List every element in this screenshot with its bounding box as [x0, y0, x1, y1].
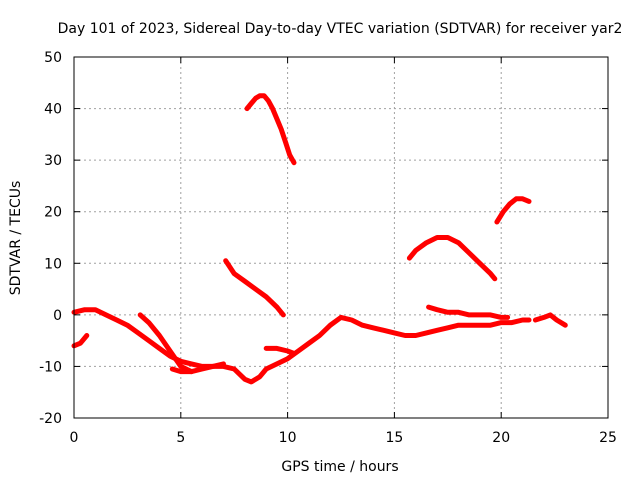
y-axis-label: SDTVAR / TECUs [8, 181, 24, 296]
x-tick-label: 10 [279, 430, 297, 446]
series-line-segment-6 [244, 93, 297, 166]
y-tick-label: -10 [39, 359, 62, 375]
plot-frame [73, 56, 609, 419]
y-tick-label: -20 [39, 411, 62, 427]
series-line-segment-11 [532, 312, 568, 328]
series-line-segment-8 [406, 235, 498, 282]
x-axis-label: GPS time / hours [281, 459, 398, 475]
series-line-segment-5 [223, 258, 286, 318]
y-tick-label: 10 [44, 256, 62, 272]
x-tick-label: 25 [599, 430, 617, 446]
x-tick-label: 20 [492, 430, 510, 446]
series-line-segment-1 [71, 333, 90, 349]
series-line-segment-3 [137, 312, 194, 375]
axis-ticks: 0 5 10 15 20 25 -20 -10 0 10 20 30 40 50 [39, 50, 617, 446]
series-line-segment-7 [263, 345, 297, 356]
x-tick-label: 0 [70, 430, 79, 446]
y-tick-label: 20 [44, 205, 62, 221]
y-tick-label: 50 [44, 50, 62, 66]
series-line-segment-10 [494, 196, 532, 225]
series-line-segment-9 [426, 304, 511, 320]
x-tick-label: 15 [385, 430, 403, 446]
y-tick-label: 0 [53, 308, 62, 324]
y-tick-label: 40 [44, 102, 62, 118]
series-line-segment-4 [169, 361, 226, 375]
y-tick-label: 30 [44, 153, 62, 169]
x-tick-label: 5 [176, 430, 185, 446]
series-layer [71, 93, 568, 385]
grid [74, 57, 608, 418]
chart-title: Day 101 of 2023, Sidereal Day-to-day VTE… [58, 21, 623, 37]
series-line-segment-2 [71, 307, 532, 385]
